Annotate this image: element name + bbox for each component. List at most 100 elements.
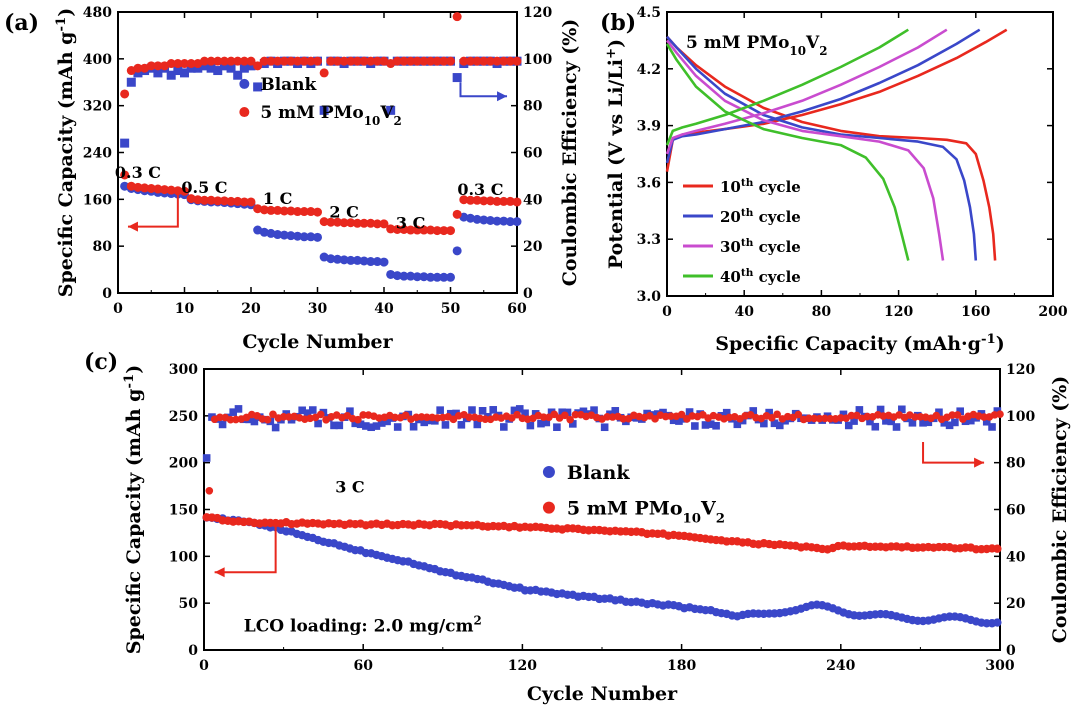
- panel-a-point: [359, 218, 369, 228]
- panel-c-point: [669, 416, 678, 425]
- panel-a-point: [286, 231, 296, 241]
- panel-c-legend-label-pmo: 5 mM PMo10V2: [567, 498, 725, 527]
- panel-a-point: [505, 56, 515, 66]
- panel-a-point: [399, 56, 409, 66]
- panel-a-y-axis-title: Specific Capacity (mAh g-1): [54, 8, 78, 297]
- panel-c-point: [956, 407, 964, 416]
- panel-b-legend-label-c10-part-1: th: [741, 177, 754, 189]
- panel-a-point: [259, 205, 269, 215]
- panel-a-point: [299, 56, 309, 66]
- panel-a-point: [419, 225, 429, 235]
- panel-a-arrow-left: [127, 189, 179, 228]
- panel-a-point: [485, 56, 495, 66]
- panel-a-point: [146, 183, 156, 193]
- panel-c-point: [526, 421, 535, 430]
- panel-c-point: [765, 408, 773, 417]
- panel-a-point: [499, 196, 509, 206]
- panel-c-y2-tick-label: 80: [1006, 456, 1026, 472]
- panel-c-point: [226, 415, 235, 424]
- panel-c-point: [377, 419, 386, 427]
- panel-b-x-axis-title-part-1: -1: [981, 332, 996, 347]
- panel-c-point: [871, 422, 880, 431]
- panel-c-point: [500, 423, 508, 431]
- panel-a-point: [339, 218, 349, 228]
- panel-a-point: [206, 63, 216, 73]
- panel-b-label: (b): [600, 10, 636, 36]
- panel-a-point: [472, 56, 482, 66]
- panel-a-point: [226, 56, 236, 66]
- panel-a-point: [446, 226, 455, 236]
- panel-a-x-tick-label: 20: [241, 301, 261, 317]
- panel-a-point: [273, 230, 283, 240]
- panel-a-point: [472, 214, 482, 224]
- panel-c-point: [436, 406, 444, 414]
- panel-a-point: [372, 257, 382, 267]
- panel-c-point: [279, 412, 288, 421]
- panel-a-rate-label: 1 C: [263, 189, 292, 208]
- panel-a-y-tick-label: 320: [83, 99, 112, 115]
- panel-a-point: [319, 68, 329, 78]
- panel-a-point: [492, 56, 502, 66]
- panel-a-point: [426, 225, 436, 235]
- panel-a-point: [399, 224, 409, 234]
- panel-b-x-tick-label: 200: [1038, 304, 1067, 320]
- panel-c-point: [553, 423, 561, 431]
- panel-b: 0 40 80 120 160 200 3.0 3.3 3.6 3.9 4.2 4.5(b) Speci…: [600, 5, 1068, 355]
- panel-a-point: [326, 217, 336, 227]
- panel-c-point: [473, 420, 482, 429]
- panel-c-legend-label-pmo-part-2: V: [700, 498, 717, 520]
- panel-b-x-tick-label: 80: [812, 304, 832, 320]
- panel-c-point: [733, 420, 742, 429]
- panel-c-point: [478, 407, 487, 415]
- panel-a-point: [293, 231, 303, 241]
- panel-c-y2-tick-label: 20: [1006, 596, 1026, 612]
- panel-c-point: [393, 423, 402, 431]
- panel-c-point: [677, 410, 686, 419]
- panel-a-point: [426, 272, 436, 282]
- panel-a-label: (a): [4, 10, 39, 36]
- panel-a-point: [180, 59, 189, 69]
- panel-a-point: [465, 56, 475, 66]
- panel-b-legend-label-c20: 20th cycle: [720, 207, 801, 226]
- panel-c-point: [770, 419, 779, 428]
- panel-a-point: [313, 232, 322, 242]
- panel-a-point: [299, 232, 309, 242]
- panel-a-point: [239, 56, 249, 66]
- panel-a-series-3: [120, 12, 522, 99]
- panel-a-point: [326, 254, 336, 264]
- panel-c-loading-label-part-0: LCO loading: 2.0 mg/cm: [244, 616, 474, 636]
- panel-a-point: [432, 56, 442, 66]
- panel-b-curve-c40: [665, 28, 909, 146]
- panel-a-y2-tick-label: 80: [523, 99, 543, 115]
- panel-b-y-axis-title-part-2: ): [605, 39, 627, 48]
- panel-c-label: (c): [84, 349, 118, 375]
- panel-b-legend-label-c10-part-2: cycle: [753, 178, 800, 196]
- panel-c-y-tick-label: 150: [169, 503, 198, 519]
- panel-c-y-tick-label: 200: [169, 456, 198, 472]
- panel-c-point: [993, 407, 1002, 415]
- panel-a-point: [153, 68, 163, 78]
- panel-c-point: [887, 417, 896, 426]
- panel-c-legend-label-pmo-part-3: 2: [716, 511, 725, 526]
- panel-a-point: [226, 63, 236, 73]
- panel-a-point: [206, 195, 216, 205]
- panel-c-point: [876, 405, 885, 414]
- panel-a-rate-label: 0.3 C: [115, 163, 161, 182]
- panel-a-point: [459, 195, 469, 205]
- panel-a-point: [379, 257, 389, 267]
- panel-a-point: [479, 196, 489, 206]
- panel-a-y-tick-label: 160: [83, 192, 112, 208]
- panel-b-y-axis-title: Potential (V vs Li/Li+): [604, 39, 628, 269]
- panel-a-point: [366, 257, 376, 267]
- panel-c-point: [691, 422, 699, 430]
- panel-c-point: [401, 411, 410, 420]
- panel-c-legend-marker-pmo: [542, 501, 555, 514]
- panel-a-legend-label-blank: Blank: [260, 75, 317, 95]
- panel-c-point: [569, 420, 577, 428]
- panel-b-y-tick-label: 3.6: [637, 175, 661, 191]
- panel-a-point: [346, 56, 356, 66]
- panel-c-y-tick-label: 0: [188, 643, 198, 659]
- panel-a-point: [199, 61, 209, 71]
- panel-c-x-tick-label: 60: [353, 658, 373, 674]
